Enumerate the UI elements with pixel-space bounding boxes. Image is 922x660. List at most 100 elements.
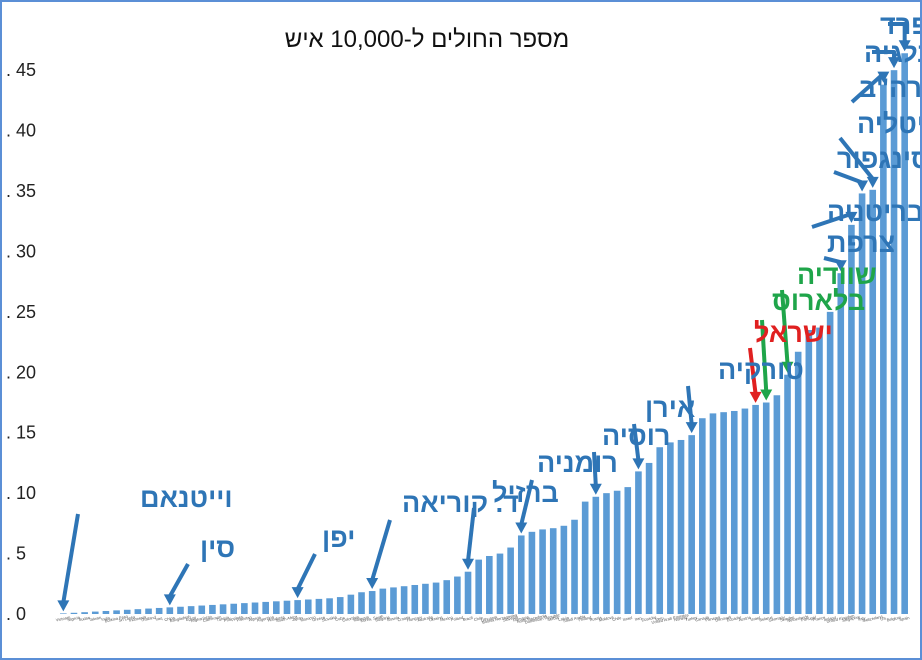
bar (209, 604, 216, 614)
bar (326, 598, 333, 614)
bar (113, 610, 120, 614)
bar (560, 525, 568, 614)
category-label: Bulgaria (375, 614, 391, 622)
annotation-arrow (295, 553, 317, 590)
y-tick-dot: . (6, 241, 11, 261)
annotation-label: רומניה (537, 448, 618, 478)
arrow-head (291, 587, 304, 599)
chart-title: מספר החולים ל-10,000 איש (285, 26, 569, 53)
y-tick-label: 5 (16, 544, 26, 564)
bar (571, 519, 578, 614)
category-label: Iran (634, 615, 642, 621)
category-label: Sri Lanka (118, 614, 136, 623)
bar (102, 610, 110, 614)
bar (475, 559, 482, 614)
bar (890, 70, 898, 614)
bar (549, 528, 557, 614)
bar (869, 189, 877, 615)
bar (81, 612, 88, 614)
category-label: Taiwan (88, 615, 101, 622)
category-label: Egypt (185, 615, 197, 622)
annotation-arrow (592, 451, 598, 486)
annotation-label: ברזיל (492, 478, 559, 508)
category-label: Moldova (598, 614, 615, 622)
bar (91, 611, 99, 614)
bar (496, 553, 504, 614)
annotation-arrow (780, 289, 790, 364)
bar (60, 613, 67, 614)
annotation-arrow (838, 136, 875, 181)
category-label: Sweden (780, 615, 795, 623)
category-label: Germany (768, 614, 785, 622)
bar (667, 442, 674, 614)
y-tick-dot: . (6, 60, 11, 80)
bar (880, 84, 887, 614)
y-tick-dot: . (6, 544, 11, 564)
category-label: Turkey (685, 615, 698, 622)
y-tick-label: 0 (16, 604, 26, 624)
annotation-label: שוודיה (797, 260, 877, 290)
category-label: Brazil (462, 615, 473, 622)
category-label: Japan (291, 615, 303, 622)
category-label: Bosnia (387, 615, 401, 623)
bar (603, 493, 610, 614)
category-label: Israel (622, 615, 633, 622)
arrow-head (57, 600, 70, 612)
category-label: Lithuania (481, 614, 499, 622)
category-label: China (164, 615, 176, 622)
category-label: France (813, 615, 827, 623)
bar (390, 587, 397, 614)
annotation-arrow (519, 479, 534, 525)
category-label: Netherlands (787, 614, 809, 623)
bar (443, 580, 451, 614)
bar (645, 462, 653, 614)
category-label: Romania (513, 614, 530, 622)
bar (901, 53, 908, 615)
bar (816, 327, 823, 614)
category-label: Switzerland (862, 614, 883, 623)
category-label: Peru (655, 615, 664, 622)
bar (709, 413, 717, 614)
category-label: Nigeria (67, 615, 81, 623)
bar (677, 439, 685, 614)
bar (241, 603, 248, 614)
annotation-arrow (872, 50, 897, 60)
category-label: Portugal (801, 615, 817, 623)
category-label: South Africa (276, 614, 299, 624)
y-tick-label: 40 (16, 121, 36, 141)
category-label: Poland (450, 615, 463, 622)
bar (219, 604, 227, 614)
y-axis: 0.5.10.15.20.25.30.35.40.45. (6, 60, 36, 624)
category-label: Philippines (223, 614, 243, 623)
bar (507, 547, 514, 614)
category-label: Morocco (300, 614, 317, 622)
bar (347, 594, 355, 614)
y-tick-label: 20 (16, 362, 36, 382)
category-label: Panama (705, 614, 721, 622)
bar (368, 591, 376, 614)
category-label: Burkina Faso (104, 613, 129, 623)
category-label: Canada (695, 614, 711, 622)
bar (304, 599, 312, 614)
category-label: Singapore (842, 614, 862, 623)
arrow-head (781, 361, 794, 373)
annotation-arrow (61, 513, 80, 603)
category-label: Norway (674, 615, 688, 623)
bar (581, 501, 589, 614)
annotation-arrow (168, 563, 190, 598)
bar (230, 603, 238, 614)
bar (741, 408, 749, 614)
bar (539, 529, 546, 614)
bar (762, 402, 770, 614)
category-label: Belgium (886, 614, 902, 622)
bar (794, 351, 802, 614)
category-label: Croatia (397, 615, 411, 623)
category-label: Pakistan (236, 614, 252, 622)
bar (613, 490, 621, 614)
category-label: Korea, South (360, 614, 384, 624)
bar (315, 598, 323, 614)
bar (699, 418, 706, 614)
category-label: Saudi Arabia (563, 614, 587, 624)
